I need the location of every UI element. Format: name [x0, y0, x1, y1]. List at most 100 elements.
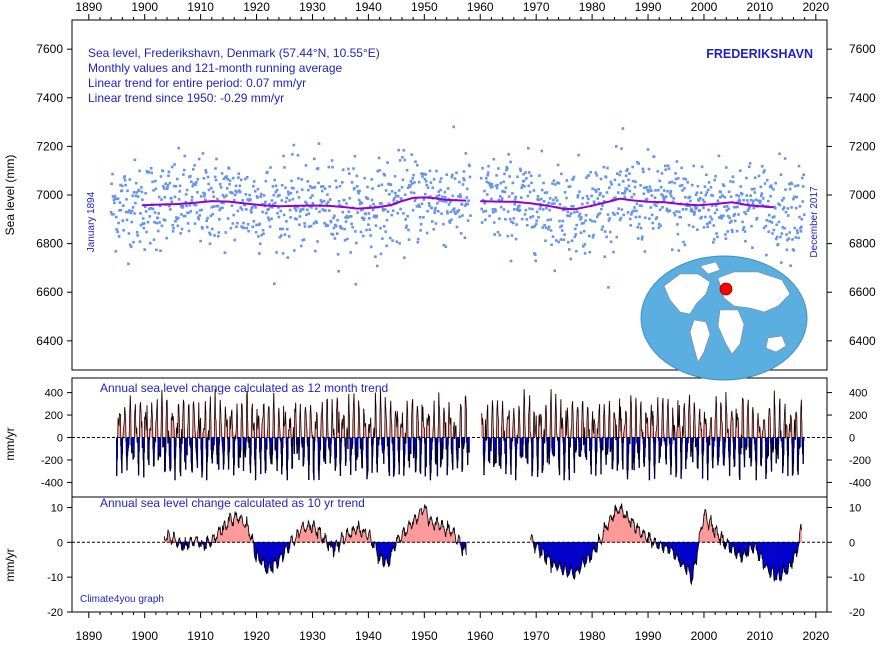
monthly-point: [262, 232, 265, 235]
monthly-point: [226, 177, 229, 181]
monthly-point: [639, 184, 642, 187]
monthly-point: [569, 212, 573, 215]
monthly-point: [135, 181, 138, 185]
monthly-point: [568, 248, 571, 251]
monthly-point: [740, 192, 744, 196]
monthly-point: [520, 186, 523, 189]
monthly-point: [726, 214, 730, 218]
monthly-point: [762, 171, 765, 174]
monthly-point: [630, 210, 634, 214]
monthly-point: [243, 203, 247, 207]
monthly-point: [623, 190, 627, 193]
monthly-point: [712, 241, 715, 244]
monthly-point: [504, 218, 507, 221]
monthly-point: [332, 216, 335, 220]
monthly-point: [235, 225, 238, 228]
monthly-point: [603, 230, 607, 233]
monthly-point: [758, 201, 762, 205]
monthly-point: [192, 203, 196, 206]
monthly-point: [372, 202, 375, 206]
monthly-point: [424, 179, 428, 183]
y-tick-label-right: 7400: [849, 91, 876, 105]
monthly-point: [136, 195, 140, 198]
monthly-point: [759, 185, 763, 189]
monthly-point: [280, 184, 284, 187]
monthly-point: [346, 216, 350, 219]
monthly-point: [273, 282, 276, 285]
monthly-point: [433, 211, 436, 214]
monthly-point: [627, 184, 631, 188]
monthly-point: [551, 235, 555, 238]
monthly-point: [244, 193, 248, 196]
monthly-point: [155, 221, 159, 225]
monthly-point: [458, 193, 462, 196]
monthly-point: [552, 179, 556, 182]
monthly-point: [670, 195, 673, 198]
monthly-point: [450, 175, 454, 179]
y-tick-label-left: 10: [51, 502, 63, 514]
monthly-point: [293, 207, 297, 210]
monthly-point: [495, 174, 498, 177]
monthly-point: [774, 237, 778, 241]
monthly-point: [799, 230, 803, 233]
monthly-point: [616, 172, 619, 175]
monthly-point: [419, 229, 422, 232]
monthly-point: [260, 233, 263, 237]
x-tick-label-top: 1990: [635, 0, 662, 14]
monthly-point: [118, 201, 122, 204]
monthly-point: [401, 156, 404, 159]
monthly-point: [609, 230, 612, 234]
monthly-point: [426, 186, 430, 189]
monthly-point: [714, 204, 718, 208]
monthly-point: [180, 213, 183, 216]
monthly-point: [407, 228, 410, 232]
monthly-point: [179, 232, 182, 235]
monthly-point: [619, 170, 622, 173]
monthly-point: [640, 238, 644, 241]
monthly-point: [716, 235, 719, 239]
monthly-point: [430, 206, 434, 210]
x-tick-label-bottom: 2000: [691, 629, 718, 643]
monthly-point: [662, 196, 665, 199]
monthly-point: [751, 202, 755, 205]
monthly-point: [586, 201, 589, 205]
monthly-point: [523, 184, 526, 188]
monthly-point: [422, 198, 426, 201]
monthly-point: [463, 178, 466, 182]
y-tick-label-left: -200: [41, 455, 63, 467]
monthly-point: [433, 208, 437, 212]
monthly-point: [765, 253, 768, 257]
x-tick-label-top: 2010: [747, 0, 774, 14]
monthly-point: [693, 204, 697, 208]
monthly-point: [726, 230, 729, 233]
monthly-point: [679, 216, 682, 219]
monthly-point: [684, 177, 688, 181]
monthly-point: [492, 211, 495, 214]
monthly-point: [613, 213, 616, 216]
monthly-point: [153, 211, 157, 214]
monthly-point: [130, 209, 134, 213]
monthly-point: [309, 224, 313, 228]
monthly-point: [268, 202, 271, 206]
monthly-point: [697, 199, 701, 202]
monthly-point: [198, 214, 201, 217]
monthly-point: [329, 220, 333, 224]
monthly-point: [201, 227, 204, 230]
monthly-point: [731, 230, 734, 234]
monthly-point: [702, 226, 706, 229]
monthly-point: [213, 175, 217, 179]
monthly-point: [273, 178, 276, 182]
monthly-point: [575, 210, 579, 213]
monthly-point: [207, 182, 210, 186]
monthly-point: [349, 215, 353, 218]
monthly-point: [727, 207, 730, 211]
monthly-point: [739, 185, 743, 188]
monthly-point: [178, 184, 182, 188]
monthly-point: [314, 207, 318, 210]
monthly-point: [590, 219, 594, 223]
monthly-point: [410, 182, 414, 185]
monthly-point: [121, 184, 124, 188]
monthly-point: [704, 215, 707, 219]
y-tick-label-right: -20: [849, 607, 865, 619]
monthly-point: [122, 204, 125, 207]
